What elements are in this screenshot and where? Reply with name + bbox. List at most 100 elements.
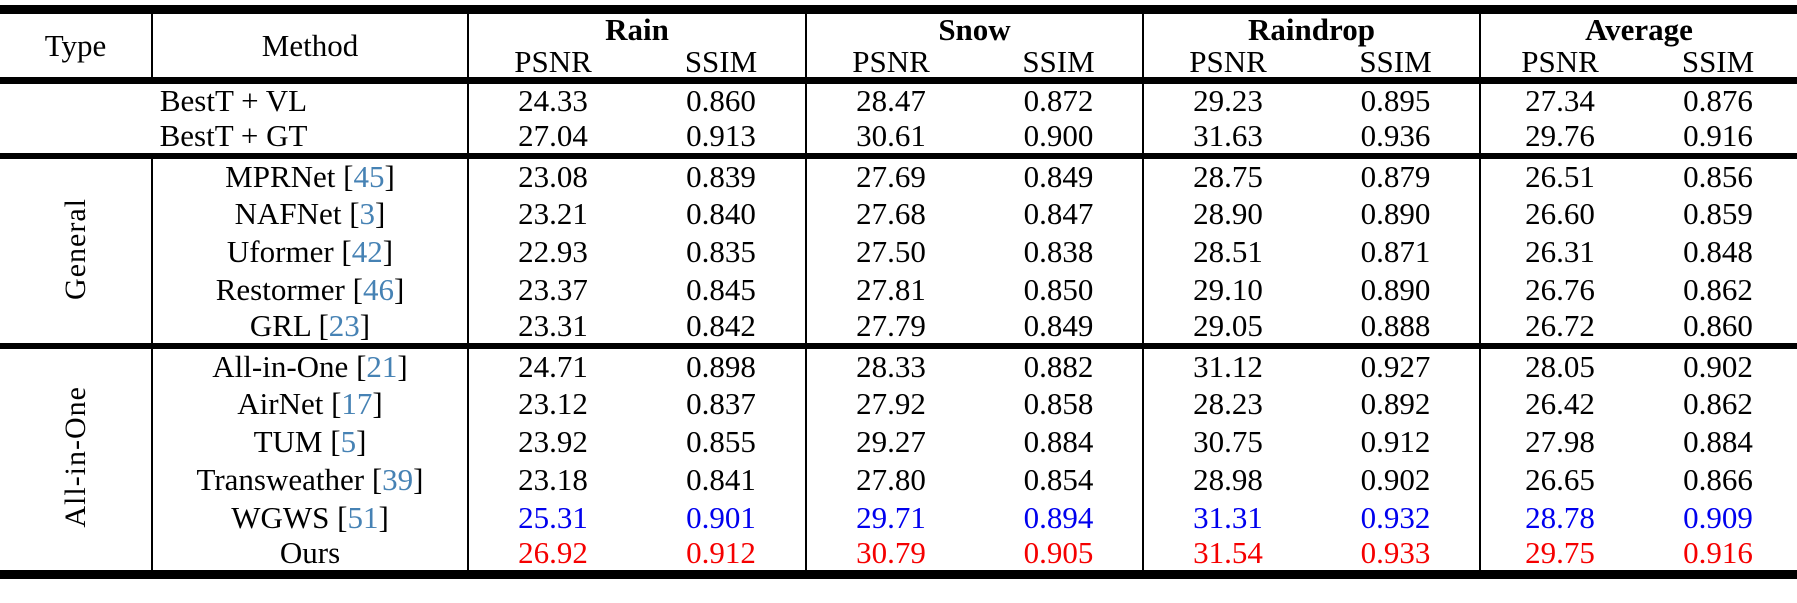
psnr-header: PSNR [1479,45,1640,80]
ssim-cell: 0.850 [1023,271,1094,307]
ssim-cell: 0.892 [1360,385,1431,421]
method-cell: Transweather [39] [151,460,468,498]
psnr-cell: 27.34 [1479,80,1640,118]
psnr-cell: 26.92 [467,536,637,574]
ssim-cell: 0.866 [1683,461,1753,497]
ssim-cell: 0.837 [686,385,756,421]
citation-link[interactable]: 45 [353,159,385,194]
psnr-cell: 23.92 [467,422,637,460]
ssim-cell: 0.858 [1023,385,1094,421]
citation-link[interactable]: 51 [347,499,379,535]
psnr-cell: 23.21 [467,194,637,232]
ssim-cell: 0.840 [686,195,756,231]
ssim-cell: 0.849 [1023,159,1094,194]
psnr-cell: 23.12 [467,384,637,422]
method-cell: Ours [151,536,468,574]
table-row: Transweather [39] 23.18 0.841 27.80 0.854 28.… [0,460,1797,498]
ssim-cell: 0.884 [1683,423,1753,459]
table-row: Ours 26.92 0.912 30.79 0.905 31.54 0.933 29.75 0… [0,536,1797,574]
type-header: Type [44,27,107,63]
table-row: Uformer [42] 22.93 0.835 27.50 0.838 28.51 0.8… [0,232,1797,270]
method-header: Method [151,9,468,80]
ssim-header: SSIM [1359,43,1432,79]
method-cell: WGWS [51] [151,498,468,536]
psnr-cell: 25.31 [467,498,637,536]
type-label-general: General [0,156,152,346]
psnr-cell: 26.65 [1479,460,1640,498]
psnr-cell: 26.76 [1479,270,1640,308]
psnr-cell: 24.71 [467,346,637,384]
psnr-cell: 28.51 [1142,232,1312,270]
table-row: General MPRNet [45] 23.08 0.839 27.69 0.849 28… [0,156,1797,299]
method-cell: Restormer [46] [151,270,468,308]
psnr-cell: 29.75 [1479,536,1640,574]
citation-link[interactable]: 39 [382,461,414,497]
group-header-snow: Snow [805,9,1143,46]
ssim-cell: 0.882 [1023,349,1094,384]
psnr-cell: 29.05 [1142,308,1312,346]
ssim-cell: 0.855 [686,423,756,459]
results-table: Type Method Rain Snow Raindrop Average P… [0,5,1797,579]
ssim-cell: 0.845 [686,271,756,307]
psnr-cell: 28.75 [1142,156,1312,194]
type-label-text: All-in-One [58,385,92,528]
psnr-cell: 24.33 [467,80,637,118]
citation-link[interactable]: 3 [359,195,376,231]
ssim-cell: 0.912 [686,535,756,571]
citation-link[interactable]: 17 [341,385,373,421]
ssim-cell: 0.927 [1360,349,1431,384]
table-row: AirNet [17] 23.12 0.837 27.92 0.858 28.23 0.89… [0,384,1797,422]
psnr-cell: 31.54 [1142,536,1312,574]
ssim-cell: 0.854 [1023,461,1094,497]
ssim-cell: 0.847 [1023,195,1094,231]
psnr-cell: 29.10 [1142,270,1312,308]
ssim-cell: 0.890 [1360,271,1431,307]
ssim-cell: 0.860 [686,83,756,119]
psnr-header: PSNR [805,45,975,80]
psnr-cell: 28.90 [1142,194,1312,232]
psnr-cell: 30.61 [805,118,975,156]
citation-link[interactable]: 5 [340,423,357,459]
psnr-cell: 27.04 [467,118,637,156]
table-row: Restormer [46] 23.37 0.845 27.81 0.850 29.10 0… [0,270,1797,308]
psnr-cell: 23.31 [467,308,637,346]
ssim-cell: 0.894 [1023,499,1094,535]
ssim-cell: 0.902 [1683,349,1753,384]
table-row: WGWS [51] 25.31 0.901 29.71 0.894 31.31 0.932 2… [0,498,1797,536]
ssim-cell: 0.909 [1683,499,1753,535]
psnr-cell: 27.69 [805,156,975,194]
ssim-cell: 0.932 [1360,499,1431,535]
psnr-cell: 27.80 [805,460,975,498]
ssim-cell: 0.936 [1360,118,1431,153]
table-section: All-in-One All-in-One [21] 24.71 0.898 28.33… [0,346,1797,574]
method-cell: BestT + GT [159,118,308,153]
ssim-cell: 0.848 [1683,233,1753,269]
citation-link[interactable]: 46 [362,271,394,307]
psnr-cell: 23.37 [467,270,637,308]
header-metric-row: PSNR SSIM PSNR SSIM PSNR SSIM PSNR SSIM [0,43,1797,80]
ssim-cell: 0.890 [1360,195,1431,231]
ssim-cell: 0.916 [1683,118,1753,153]
psnr-cell: 26.72 [1479,308,1640,346]
table-section: BestT + VL 24.33 0.860 28.47 0.872 29.23 0.895… [0,80,1797,156]
citation-link[interactable]: 23 [328,308,360,343]
citation-link[interactable]: 21 [366,349,398,384]
table-row: BestT + GT 27.04 0.913 30.61 0.900 31.63 0.936… [0,118,1797,156]
method-cell: AirNet [17] [151,384,468,422]
method-cell: MPRNet [45] [151,156,468,194]
psnr-cell: 31.63 [1142,118,1312,156]
psnr-cell: 30.75 [1142,422,1312,460]
psnr-cell: 28.98 [1142,460,1312,498]
ssim-cell: 0.895 [1360,83,1431,119]
ssim-cell: 0.862 [1683,271,1753,307]
ssim-cell: 0.913 [686,118,756,153]
ssim-cell: 0.916 [1683,535,1753,571]
citation-link[interactable]: 42 [351,233,383,269]
ssim-header: SSIM [1022,43,1095,79]
table-header: Type Method Rain Snow Raindrop Average P… [0,9,1797,80]
ssim-cell: 0.884 [1023,423,1094,459]
table-row: GRL [23] 23.31 0.842 27.79 0.849 29.05 0.888 26… [0,308,1797,346]
psnr-cell: 22.93 [467,232,637,270]
psnr-cell: 27.81 [805,270,975,308]
psnr-cell: 26.51 [1479,156,1640,194]
